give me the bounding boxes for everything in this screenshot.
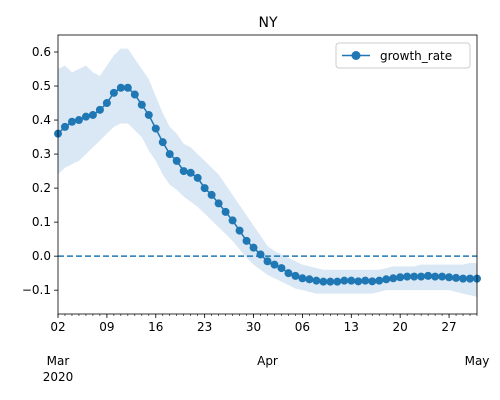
x-tick-label: 09 <box>99 320 114 334</box>
data-point <box>452 273 461 282</box>
data-point <box>88 110 97 119</box>
data-point <box>312 276 321 285</box>
y-axis: −0.1 0.0 0.1 0.2 0.3 0.4 0.5 0.6 <box>22 45 58 297</box>
data-point <box>305 275 314 284</box>
x-month-label: Mar <box>47 354 70 368</box>
legend: growth_rate <box>335 42 471 69</box>
data-point <box>81 112 90 121</box>
data-point <box>123 83 132 92</box>
data-point <box>144 110 153 119</box>
y-tick-label: 0.4 <box>32 113 51 127</box>
chart-title: NY <box>258 15 277 31</box>
data-point <box>368 277 377 286</box>
data-point <box>284 269 293 278</box>
data-point <box>389 274 398 283</box>
data-point <box>445 273 454 282</box>
data-point <box>291 271 300 280</box>
data-point <box>165 150 174 159</box>
data-point <box>186 168 195 177</box>
y-tick-label: −0.1 <box>22 283 51 297</box>
data-point <box>242 236 251 245</box>
data-point <box>438 272 447 281</box>
y-tick-label: 0.0 <box>32 249 51 263</box>
data-point <box>347 276 356 285</box>
data-point <box>172 156 181 165</box>
x-axis: 02 09 16 23 30 06 13 20 27 Mar 2020 Apr May <box>43 314 490 384</box>
data-point <box>375 276 384 285</box>
y-tick-label: 0.6 <box>32 45 51 59</box>
x-year-label: 2020 <box>43 370 74 384</box>
legend-box <box>335 42 471 69</box>
data-point <box>298 274 307 283</box>
x-tick-label: 30 <box>246 320 261 334</box>
data-point <box>95 105 104 114</box>
data-point <box>319 277 328 286</box>
data-point <box>130 90 139 99</box>
x-tick-label: 16 <box>148 320 163 334</box>
y-tick-label: 0.2 <box>32 181 51 195</box>
data-point <box>235 226 244 235</box>
data-point <box>466 274 475 283</box>
data-point <box>333 277 342 286</box>
y-tick-label: 0.1 <box>32 215 51 229</box>
data-point <box>158 138 167 147</box>
data-point <box>410 272 419 281</box>
data-point <box>249 243 258 252</box>
data-point <box>277 264 286 273</box>
y-tick-label: 0.3 <box>32 147 51 161</box>
data-point <box>424 271 433 280</box>
y-tick-label: 0.5 <box>32 79 51 93</box>
data-point <box>403 272 412 281</box>
data-point <box>67 117 76 126</box>
data-point <box>263 257 272 266</box>
data-point <box>207 190 216 199</box>
data-point <box>256 250 265 259</box>
data-point <box>228 216 237 225</box>
data-point <box>200 184 209 193</box>
data-point <box>60 122 69 131</box>
data-point <box>221 207 230 216</box>
data-point <box>137 100 146 109</box>
x-tick-label: 06 <box>295 320 310 334</box>
data-point <box>326 277 335 286</box>
data-point <box>270 260 279 269</box>
confidence-band <box>58 48 477 297</box>
x-tick-label: 20 <box>393 320 408 334</box>
data-point <box>382 275 391 284</box>
x-tick-label: 02 <box>50 320 65 334</box>
data-point <box>102 99 111 108</box>
confidence-band-layer <box>58 48 477 297</box>
data-point <box>116 83 125 92</box>
data-point <box>361 276 370 285</box>
x-month-label: May <box>465 354 490 368</box>
x-tick-label: 23 <box>197 320 212 334</box>
data-point <box>396 273 405 282</box>
data-point <box>179 167 188 176</box>
series-layer <box>54 83 481 286</box>
data-point <box>214 199 223 208</box>
data-point <box>109 88 118 97</box>
data-point <box>417 272 426 281</box>
data-point <box>354 277 363 286</box>
data-point <box>193 173 202 182</box>
data-point <box>151 124 160 133</box>
data-point <box>459 274 468 283</box>
x-month-label: Apr <box>257 354 278 368</box>
legend-marker-sample <box>351 51 361 60</box>
data-point <box>431 272 440 281</box>
data-point <box>74 116 83 125</box>
x-tick-label: 13 <box>344 320 359 334</box>
x-tick-label: 27 <box>441 320 456 334</box>
data-point <box>340 276 349 285</box>
legend-label: growth_rate <box>380 49 452 63</box>
